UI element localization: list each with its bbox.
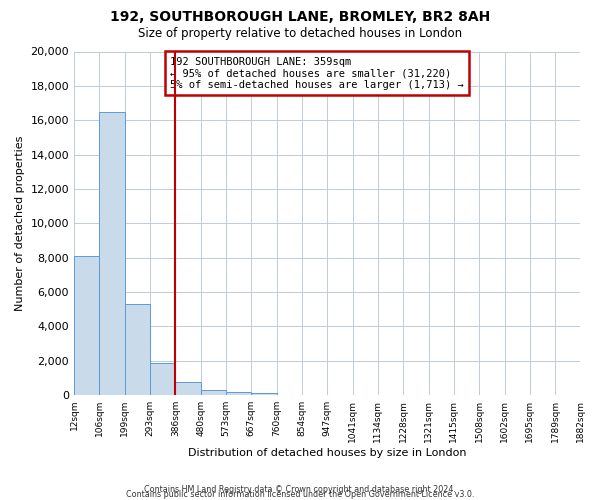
Bar [100,112,125,395]
Bar [200,390,226,395]
Bar [175,382,200,395]
Y-axis label: Number of detached properties: Number of detached properties [15,136,25,311]
Text: Contains HM Land Registry data © Crown copyright and database right 2024.: Contains HM Land Registry data © Crown c… [144,484,456,494]
Text: 192 SOUTHBOROUGH LANE: 359sqm
← 95% of detached houses are smaller (31,220)
5% o: 192 SOUTHBOROUGH LANE: 359sqm ← 95% of d… [170,56,464,90]
Bar [251,392,277,395]
X-axis label: Distribution of detached houses by size in London: Distribution of detached houses by size … [188,448,467,458]
Bar [150,363,175,395]
Bar [226,392,251,395]
Text: Contains public sector information licensed under the Open Government Licence v3: Contains public sector information licen… [126,490,474,499]
Bar [125,304,150,395]
Text: 192, SOUTHBOROUGH LANE, BROMLEY, BR2 8AH: 192, SOUTHBOROUGH LANE, BROMLEY, BR2 8AH [110,10,490,24]
Bar [74,256,100,395]
Text: Size of property relative to detached houses in London: Size of property relative to detached ho… [138,28,462,40]
